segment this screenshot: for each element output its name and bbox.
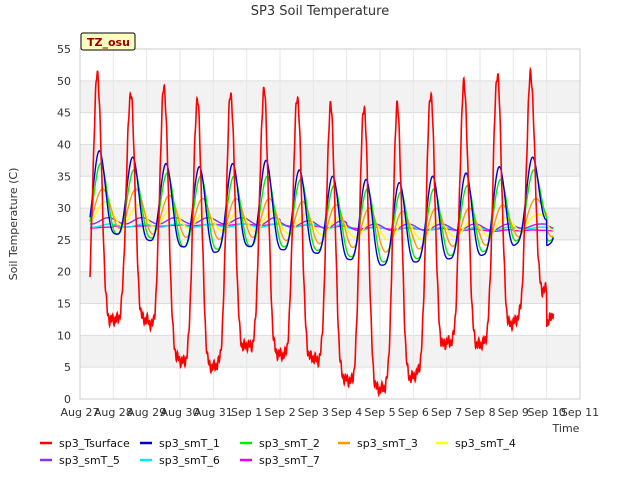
legend-entry: sp3_Tsurface xyxy=(59,437,130,450)
plot-band xyxy=(80,271,580,304)
y-tick-label: 40 xyxy=(57,138,71,151)
x-tick-label: Sep 10 xyxy=(528,406,566,419)
x-tick-label: Aug 28 xyxy=(94,406,133,419)
y-tick-label: 35 xyxy=(57,170,71,183)
x-tick-label: Aug 29 xyxy=(127,406,166,419)
y-tick-label: 5 xyxy=(64,361,71,374)
x-tick-label: Sep 7 xyxy=(431,406,462,419)
legend-entry: sp3_smT_5 xyxy=(59,454,120,467)
annotation-label: TZ_osu xyxy=(87,36,130,49)
plot-band xyxy=(80,303,580,336)
x-axis-label: Time xyxy=(552,422,580,435)
y-tick-label: 25 xyxy=(57,234,71,247)
x-tick-label: Sep 6 xyxy=(398,406,429,419)
x-tick-label: Sep 11 xyxy=(561,406,599,419)
legend-entry: sp3_smT_2 xyxy=(259,437,320,450)
legend: sp3_Tsurface sp3_smT_1 sp3_smT_2 sp3_smT_3 s… xyxy=(40,437,516,467)
legend-entry: sp3_smT_6 xyxy=(159,454,220,467)
plot-band xyxy=(80,144,580,177)
x-tick-label: Sep 1 xyxy=(231,406,262,419)
legend-entry: sp3_smT_7 xyxy=(259,454,320,467)
y-tick-label: 10 xyxy=(57,329,71,342)
y-axis-label: Soil Temperature (C) xyxy=(7,168,20,281)
x-tick-label: Sep 9 xyxy=(498,406,529,419)
plot-band xyxy=(80,239,580,272)
x-tick-label: Sep 3 xyxy=(298,406,329,419)
x-tick-label: Sep 8 xyxy=(464,406,495,419)
plot-band xyxy=(80,335,580,368)
legend-entry: sp3_smT_1 xyxy=(159,437,220,450)
plot-frame xyxy=(79,48,581,400)
plot-band xyxy=(80,367,580,399)
y-tick-label: 0 xyxy=(64,393,71,406)
y-tick-label: 55 xyxy=(57,43,71,56)
x-tick-label: Sep 5 xyxy=(364,406,395,419)
plot-band xyxy=(80,208,580,240)
series-lines xyxy=(89,66,555,398)
x-tick-label: Aug 31 xyxy=(194,406,233,419)
y-tick-label: 50 xyxy=(57,75,71,88)
y-tick-label: 15 xyxy=(57,298,71,311)
x-tick-label: Sep 2 xyxy=(264,406,295,419)
y-tick-label: 45 xyxy=(57,107,71,120)
legend-entry: sp3_smT_4 xyxy=(455,437,516,450)
y-tick-label: 20 xyxy=(57,266,71,279)
series-line-sp3-tsurface xyxy=(89,66,555,398)
annotation-background xyxy=(80,32,136,51)
legend-entry: sp3_smT_3 xyxy=(357,437,418,450)
plot-band xyxy=(80,49,580,81)
x-tick-label: Aug 27 xyxy=(61,406,100,419)
y-tick-label: 30 xyxy=(57,202,71,215)
annotation-box: TZ_osu xyxy=(80,32,136,51)
x-tick-label: Aug 30 xyxy=(161,406,200,419)
chart-title: SP3 Soil Temperature xyxy=(251,4,389,19)
y-axis-ticks: 0 5 10 15 20 25 30 35 40 45 50 55 xyxy=(57,43,71,406)
x-tick-label: Sep 4 xyxy=(331,406,362,419)
